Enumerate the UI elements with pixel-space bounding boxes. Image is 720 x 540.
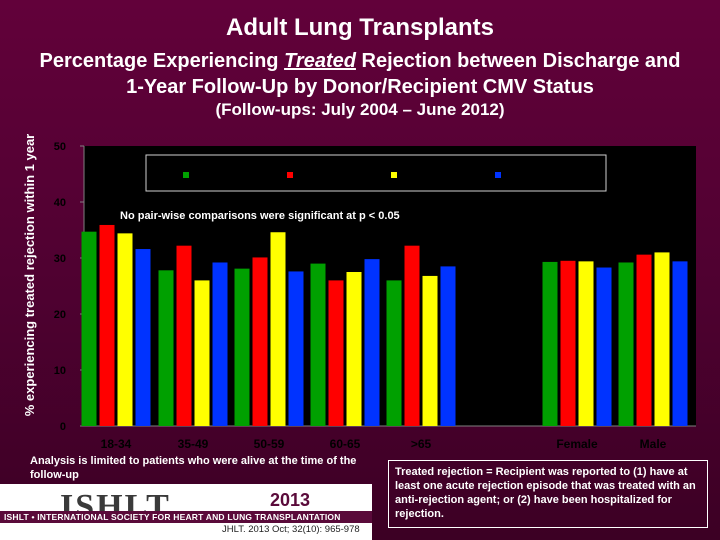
slide-title: Adult Lung Transplants [226, 14, 494, 41]
bar [212, 262, 228, 426]
y-tick-label: 40 [54, 197, 66, 209]
logo-subtitle: ISHLT • INTERNATIONAL SOCIETY FOR HEART … [4, 512, 341, 522]
follow-up-period: (Follow-ups: July 2004 – June 2012) [215, 100, 505, 119]
bar [158, 270, 174, 426]
bar [346, 272, 362, 426]
bar [422, 275, 438, 426]
bar [234, 268, 250, 426]
subtitle-line1: Percentage Experiencing Treated Rejectio… [39, 50, 681, 72]
bar [636, 254, 652, 426]
ishlt-footer: ISHLT ISHLT • INTERNATIONAL SOCIETY FOR … [0, 484, 372, 540]
bar [310, 263, 326, 426]
bar [560, 260, 576, 426]
legend-box [145, 154, 607, 192]
bar [404, 245, 420, 426]
subtitle-emphasis: Treated [284, 50, 356, 72]
bar [117, 233, 133, 426]
legend-swatch [495, 172, 501, 178]
bar [386, 280, 402, 426]
bar [135, 249, 151, 426]
bar [654, 252, 670, 426]
x-tick-label: 35-49 [178, 437, 209, 451]
bar [176, 245, 192, 426]
y-tick-label: 30 [54, 253, 66, 265]
significance-annotation: No pair-wise comparisons were significan… [120, 210, 400, 222]
bar [81, 231, 97, 426]
legend-swatch [183, 172, 189, 178]
subtitle-line2: 1-Year Follow-Up by Donor/Recipient CMV … [126, 76, 594, 98]
definition-note: Treated rejection = Recipient was report… [388, 460, 708, 528]
bar [596, 267, 612, 426]
analysis-note: Analysis is limited to patients who were… [30, 455, 357, 481]
bar [672, 261, 688, 426]
bar [270, 232, 286, 426]
y-tick-label: 20 [54, 309, 66, 321]
x-tick-label: >65 [411, 437, 432, 451]
x-tick-label: 50-59 [254, 437, 285, 451]
bar [288, 271, 304, 426]
logo-banner [0, 511, 372, 523]
y-tick-label: 10 [54, 365, 66, 377]
legend-swatch [391, 172, 397, 178]
x-tick-label: 60-65 [330, 437, 361, 451]
journal-citation: JHLT. 2013 Oct; 32(10): 965-978 [222, 524, 360, 535]
x-tick-label: 18-34 [101, 437, 132, 451]
bar [440, 266, 456, 426]
bar [364, 259, 380, 426]
report-year: 2013 [270, 490, 311, 510]
legend-swatch [287, 172, 293, 178]
bar [328, 280, 344, 426]
x-tick-label: Female [556, 437, 598, 451]
y-tick-label: 50 [54, 141, 66, 153]
bar [542, 261, 558, 426]
bar [99, 224, 115, 426]
bar [578, 261, 594, 426]
bar [194, 280, 210, 426]
x-tick-label: Male [640, 437, 667, 451]
bar [618, 262, 634, 426]
y-tick-label: 0 [60, 421, 66, 433]
bar [252, 257, 268, 426]
slide-subtitle: Percentage Experiencing Treated Rejectio… [0, 48, 720, 100]
